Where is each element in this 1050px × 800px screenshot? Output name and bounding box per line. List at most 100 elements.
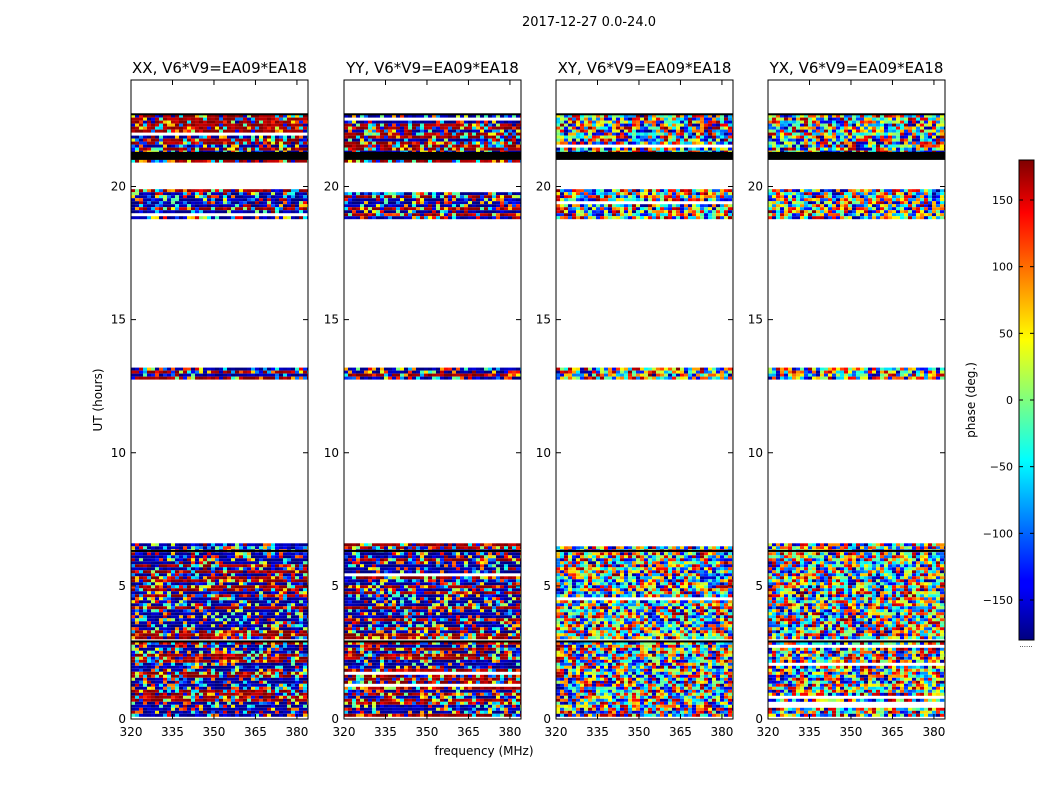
heat-cell	[239, 650, 243, 654]
heat-cell	[175, 552, 179, 556]
heat-cell	[147, 141, 151, 145]
heat-cell	[504, 668, 508, 672]
heat-cell	[215, 552, 219, 556]
x-tick-label: 320	[120, 725, 143, 739]
heat-cell	[155, 207, 159, 211]
heat-cell	[267, 621, 271, 625]
heat-cell	[295, 376, 299, 380]
heat-cell	[223, 210, 227, 214]
heat-cell	[476, 656, 480, 660]
heat-cell	[476, 701, 480, 705]
heat-cell	[139, 579, 143, 583]
heat-cell	[159, 704, 163, 708]
heat-cell	[380, 713, 384, 717]
heat-cell	[283, 207, 287, 211]
heat-cell	[207, 117, 211, 121]
heat-cell	[139, 588, 143, 592]
heat-cell	[227, 677, 231, 681]
heat-cell	[163, 686, 167, 690]
heat-cell	[392, 656, 396, 660]
heat-cell	[251, 606, 255, 610]
heat-cell	[452, 656, 456, 660]
heat-cell	[239, 147, 243, 151]
heat-cell	[179, 627, 183, 631]
heat-cell	[139, 591, 143, 595]
heat-cell	[356, 543, 360, 547]
heat-cell	[291, 126, 295, 130]
heat-cell	[267, 606, 271, 610]
heat-cell	[416, 713, 420, 717]
heat-cell	[175, 704, 179, 708]
heat-cell	[291, 624, 295, 628]
heat-cell	[480, 647, 484, 651]
heat-cell	[508, 644, 512, 648]
heat-cell	[135, 683, 139, 687]
heat-cell	[259, 591, 263, 595]
heat-cell	[376, 689, 380, 693]
heat-cell	[243, 555, 247, 559]
heat-cell	[131, 689, 135, 693]
heat-cell	[183, 630, 187, 634]
heat-cell	[508, 656, 512, 660]
heat-cell	[267, 662, 271, 666]
heat-cell	[231, 665, 235, 669]
heat-cell	[271, 367, 275, 371]
heat-cell	[243, 201, 247, 205]
heat-cell	[243, 680, 247, 684]
heat-cell	[255, 647, 259, 651]
heat-cell	[496, 644, 500, 648]
heat-cell	[147, 618, 151, 622]
heat-cell	[159, 367, 163, 371]
heat-cell	[135, 692, 139, 696]
heat-cell	[267, 570, 271, 574]
heat-cell	[135, 558, 139, 562]
heat-cell	[219, 370, 223, 374]
heat-cell	[263, 370, 267, 374]
heat-cell	[352, 647, 356, 651]
heat-cell	[183, 552, 187, 556]
heat-cell	[195, 567, 199, 571]
heat-cell	[404, 689, 408, 693]
heat-cell	[275, 570, 279, 574]
heat-cell	[368, 704, 372, 708]
heat-cell	[488, 665, 492, 669]
heat-cell	[496, 674, 500, 678]
heat-cell	[163, 141, 167, 145]
heat-cell	[400, 644, 404, 648]
heat-cell	[139, 695, 143, 699]
heat-cell	[384, 644, 388, 648]
heat-cell	[263, 621, 267, 625]
heat-cell	[255, 677, 259, 681]
heat-cell	[360, 686, 364, 690]
heat-cell	[444, 704, 448, 708]
heat-cell	[143, 695, 147, 699]
heat-cell	[219, 195, 223, 199]
heat-cell	[203, 210, 207, 214]
heat-cell	[251, 701, 255, 705]
heat-cell	[175, 567, 179, 571]
heat-cell	[352, 692, 356, 696]
heat-cell	[199, 207, 203, 211]
heat-cell	[171, 686, 175, 690]
heat-cell	[243, 567, 247, 571]
heat-cell	[344, 653, 348, 657]
heat-cell	[215, 627, 219, 631]
heat-cell	[488, 546, 492, 550]
heat-cell	[388, 543, 392, 547]
heat-cell	[135, 615, 139, 619]
heat-cell	[179, 141, 183, 145]
heat-cell	[400, 662, 404, 666]
heat-cell	[219, 141, 223, 145]
heat-cell	[143, 195, 147, 199]
heat-cell	[147, 558, 151, 562]
heat-cell	[372, 653, 376, 657]
heat-cell	[147, 597, 151, 601]
heat-cell	[235, 367, 239, 371]
heat-cell	[143, 579, 147, 583]
heat-cell	[279, 570, 283, 574]
heat-cell	[219, 588, 223, 592]
heat-cell	[135, 710, 139, 714]
heat-cell	[167, 114, 171, 118]
heat-cell	[255, 579, 259, 583]
